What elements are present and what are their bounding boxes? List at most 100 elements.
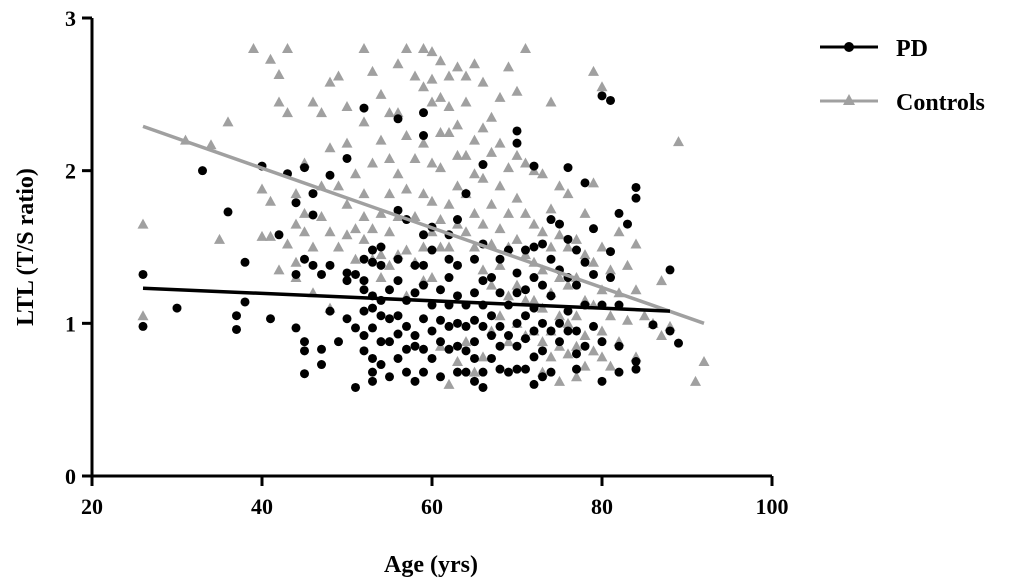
pd-point bbox=[402, 367, 411, 377]
controls-point bbox=[562, 279, 574, 290]
controls-point bbox=[511, 192, 523, 203]
axis-layer: 20 40 60 80 100 0 1 2 3 bbox=[65, 6, 789, 519]
pd-point bbox=[368, 323, 377, 333]
pd-point bbox=[223, 207, 233, 217]
controls-point bbox=[596, 351, 608, 362]
controls-point bbox=[588, 345, 599, 356]
pd-point bbox=[589, 224, 598, 234]
pd-point bbox=[138, 321, 148, 331]
pd-point bbox=[342, 153, 352, 163]
controls-point bbox=[503, 336, 514, 347]
controls-point bbox=[307, 241, 319, 252]
pd-point bbox=[138, 269, 148, 279]
controls-point bbox=[265, 53, 276, 64]
pd-point bbox=[266, 314, 275, 324]
pd-point bbox=[521, 311, 530, 321]
controls-point bbox=[375, 207, 387, 218]
controls-points-layer bbox=[137, 43, 710, 389]
pd-point bbox=[572, 364, 581, 374]
pd-point bbox=[393, 254, 403, 264]
pd-point bbox=[419, 260, 428, 270]
controls-point bbox=[409, 210, 421, 221]
controls-point bbox=[477, 122, 489, 133]
controls-point bbox=[562, 317, 574, 328]
controls-point bbox=[656, 330, 667, 341]
pd-point bbox=[580, 257, 590, 267]
controls-point bbox=[409, 70, 421, 81]
pd-point bbox=[580, 178, 590, 188]
pd-point bbox=[376, 337, 386, 347]
controls-point bbox=[545, 351, 557, 362]
controls-point bbox=[341, 101, 353, 112]
controls-point bbox=[350, 168, 361, 179]
pd-point bbox=[461, 189, 471, 199]
controls-point bbox=[443, 127, 455, 137]
controls-point bbox=[477, 76, 489, 87]
controls-point bbox=[579, 360, 591, 371]
controls-point bbox=[384, 107, 395, 118]
controls-point bbox=[401, 130, 412, 141]
pd-point bbox=[393, 205, 403, 215]
pd-point bbox=[631, 364, 641, 374]
pd-point bbox=[427, 300, 437, 310]
pd-point bbox=[436, 315, 445, 325]
controls-point bbox=[579, 249, 591, 260]
x-tick-label: 20 bbox=[81, 494, 103, 519]
x-tick-label: 100 bbox=[756, 494, 789, 519]
pd-point bbox=[308, 210, 318, 220]
pd-point bbox=[563, 326, 573, 336]
legend-pd-marker bbox=[844, 42, 854, 52]
pd-point bbox=[470, 376, 479, 386]
controls-point bbox=[384, 226, 395, 237]
pd-point bbox=[198, 166, 207, 176]
pd-point bbox=[606, 273, 615, 283]
pd-point bbox=[376, 311, 386, 321]
pd-point bbox=[342, 276, 352, 286]
controls-point bbox=[571, 310, 582, 321]
pd-point bbox=[240, 257, 250, 267]
pd-point bbox=[444, 273, 454, 283]
pd-point bbox=[274, 230, 284, 240]
controls-point bbox=[554, 180, 565, 191]
controls-point bbox=[375, 272, 387, 283]
pd-point bbox=[580, 341, 590, 351]
controls-point bbox=[367, 65, 378, 76]
controls-point bbox=[690, 375, 701, 386]
controls-point bbox=[486, 198, 497, 209]
pd-point bbox=[376, 242, 386, 252]
y-axis-title: LTL (T/S ratio) bbox=[13, 168, 39, 326]
pd-point bbox=[597, 337, 607, 347]
pd-point bbox=[351, 382, 360, 392]
controls-point bbox=[290, 218, 302, 229]
controls-point bbox=[469, 168, 480, 179]
controls-point bbox=[486, 146, 497, 157]
controls-point bbox=[290, 188, 302, 199]
controls-point bbox=[537, 336, 548, 347]
controls-point bbox=[588, 256, 599, 267]
pd-point bbox=[538, 346, 547, 356]
controls-point bbox=[588, 177, 599, 188]
pd-point bbox=[359, 306, 369, 316]
controls-point bbox=[477, 264, 489, 275]
controls-point bbox=[520, 207, 531, 218]
controls-point bbox=[588, 65, 599, 76]
y-tick-label: 0 bbox=[65, 464, 76, 489]
pd-point bbox=[359, 276, 369, 286]
pd-point bbox=[470, 353, 479, 363]
pd-point bbox=[300, 337, 309, 347]
legend-controls-marker bbox=[843, 94, 855, 105]
controls-point bbox=[460, 226, 472, 237]
pd-point bbox=[402, 321, 411, 331]
controls-point bbox=[443, 241, 455, 252]
controls-point bbox=[435, 241, 446, 252]
pd-point bbox=[478, 367, 488, 377]
pd-point bbox=[410, 260, 420, 270]
controls-point bbox=[477, 218, 489, 229]
pd-trendline bbox=[142, 286, 671, 313]
controls-point bbox=[392, 107, 404, 118]
pd-point bbox=[478, 382, 488, 392]
pd-point bbox=[470, 288, 479, 298]
controls-point bbox=[375, 249, 387, 260]
pd-point bbox=[478, 276, 488, 286]
controls-point bbox=[622, 314, 633, 325]
